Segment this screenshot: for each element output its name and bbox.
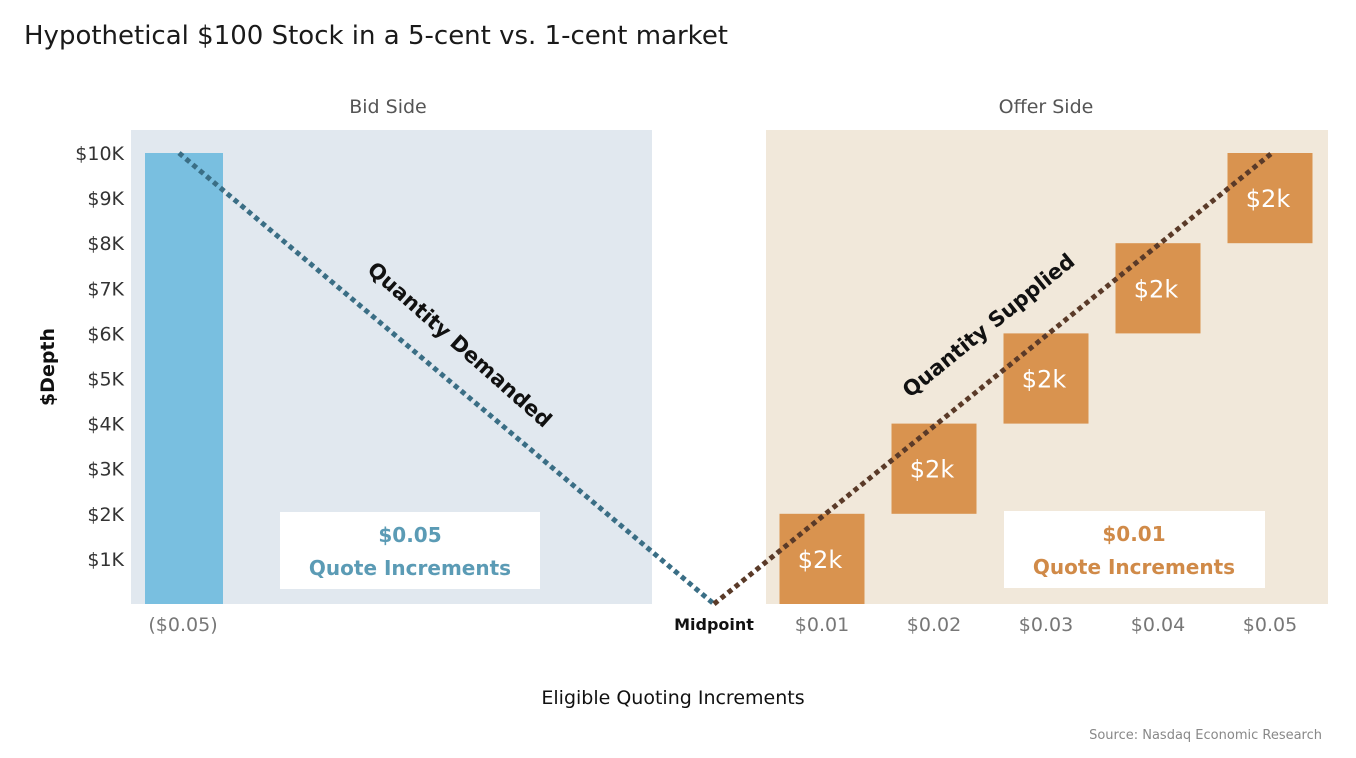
y-tick-label: $5K — [87, 369, 124, 391]
y-tick-label: $9K — [87, 188, 124, 210]
bid-increment-text: Quote Increments — [309, 556, 511, 580]
quantity-supplied-line — [712, 151, 1274, 606]
offer-increment-box: $0.01 Quote Increments — [1004, 511, 1265, 588]
y-axis-label: $Depth — [37, 328, 59, 406]
x-tick-label: $0.03 — [1019, 614, 1073, 636]
offer-bar-label: $2k — [798, 546, 843, 574]
offer-bar-label: $2k — [1022, 366, 1067, 394]
y-tick-label: $3K — [87, 459, 124, 481]
x-tick-label: $0.01 — [795, 614, 849, 636]
x-tick-label: ($0.05) — [148, 614, 217, 636]
y-tick-label: $4K — [87, 414, 124, 436]
bid-panel-title: Bid Side — [349, 96, 427, 118]
offer-bar — [1227, 153, 1313, 244]
offer-increment-price: $0.01 — [1102, 522, 1165, 546]
source-note: Source: Nasdaq Economic Research — [1089, 728, 1322, 743]
y-tick-label: $6K — [87, 323, 124, 345]
chart-title: Hypothetical $100 Stock in a 5-cent vs. … — [24, 21, 728, 51]
offer-bar — [1115, 243, 1201, 334]
offer-increment-text: Quote Increments — [1033, 555, 1235, 579]
offer-panel-title: Offer Side — [999, 96, 1094, 118]
y-tick-label: $8K — [87, 233, 124, 255]
x-tick-label: $0.05 — [1243, 614, 1297, 636]
y-tick-label: $10K — [75, 143, 124, 165]
bid-bars — [145, 153, 223, 604]
offer-bars: $2k $2k $2k $2k $2k — [779, 153, 1313, 604]
offer-bar-label: $2k — [910, 456, 955, 484]
x-axis-label: Eligible Quoting Increments — [541, 687, 804, 709]
offer-bar — [779, 513, 865, 604]
x-tick-label: $0.04 — [1131, 614, 1185, 636]
offer-bar — [891, 423, 977, 514]
bid-bar — [145, 153, 223, 604]
y-axis-ticks: $1K $2K $3K $4K $5K $6K $7K $8K $9K $10K — [75, 143, 124, 571]
offer-bar-label: $2k — [1246, 185, 1291, 213]
y-tick-label: $2K — [87, 504, 124, 526]
bid-increment-price: $0.05 — [378, 523, 441, 547]
x-tick-label: $0.02 — [907, 614, 961, 636]
bid-increment-box: $0.05 Quote Increments — [280, 512, 540, 589]
offer-x-ticks: $0.01 $0.02 $0.03 $0.04 $0.05 — [795, 614, 1297, 636]
offer-bar — [1003, 333, 1089, 424]
offer-increment-box-background — [1004, 511, 1265, 588]
bid-increment-box-background — [280, 512, 540, 589]
y-tick-label: $7K — [87, 278, 124, 300]
offer-bar-label: $2k — [1134, 275, 1179, 303]
y-tick-label: $1K — [87, 549, 124, 571]
midpoint-label: Midpoint — [674, 615, 754, 634]
